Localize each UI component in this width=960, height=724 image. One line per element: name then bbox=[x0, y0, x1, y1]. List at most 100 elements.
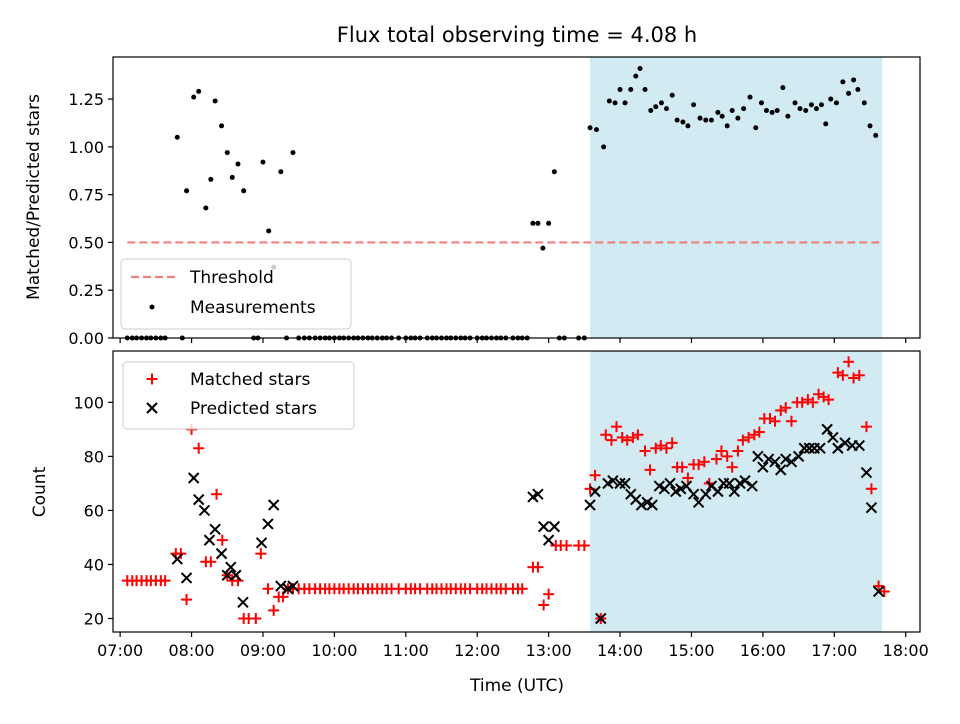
x-tick-label: 13:00 bbox=[526, 641, 572, 660]
matched-star-point bbox=[721, 450, 733, 462]
predicted-star-point bbox=[872, 585, 885, 598]
predicted-star-point-b bbox=[860, 466, 873, 479]
predicted-star-point-b bbox=[192, 493, 205, 506]
y-tick-label: 0.00 bbox=[68, 329, 104, 348]
matched-star-point bbox=[205, 556, 217, 568]
matched-star-point bbox=[853, 369, 865, 381]
predicted-star-point-b bbox=[589, 485, 601, 498]
predicted-star-point-b bbox=[262, 518, 274, 530]
measurement-point bbox=[530, 220, 536, 226]
matched-star-point bbox=[632, 429, 644, 441]
predicted-star-point bbox=[619, 477, 631, 490]
measurement-point bbox=[196, 88, 202, 94]
predicted-star-point-b bbox=[853, 439, 866, 452]
measurement-point bbox=[873, 132, 879, 138]
matched-star-point bbox=[655, 440, 667, 452]
measurement-point bbox=[208, 176, 214, 182]
matched-star-point bbox=[698, 456, 710, 468]
measurement-point bbox=[813, 106, 819, 112]
predicted-star-point-b bbox=[746, 480, 758, 492]
measurement-point bbox=[224, 150, 230, 156]
ratio-legend-box bbox=[120, 258, 352, 330]
predicted-star-point-b bbox=[237, 596, 249, 608]
matched-star-point bbox=[578, 540, 590, 552]
predicted-star-point-b bbox=[785, 456, 798, 468]
predicted-star-point-b bbox=[687, 488, 700, 500]
matched-star-point bbox=[848, 372, 860, 384]
measurement-point bbox=[184, 188, 190, 194]
measurement-point bbox=[685, 123, 691, 129]
y-tick-label: 60 bbox=[84, 501, 104, 520]
measurement-point bbox=[601, 144, 607, 150]
y-tick-label: 20 bbox=[84, 609, 104, 628]
predicted-star-point bbox=[203, 534, 216, 546]
measurement-point bbox=[851, 77, 857, 83]
matched-star-point bbox=[860, 421, 872, 433]
measurement-point bbox=[803, 108, 809, 114]
predicted-star-point bbox=[192, 493, 205, 506]
x-tick-label: 07:00 bbox=[97, 641, 143, 660]
matched-star-point bbox=[837, 369, 849, 381]
predicted-star-point bbox=[785, 456, 798, 468]
measurement-point bbox=[703, 117, 709, 123]
predicted-star-point bbox=[635, 499, 648, 511]
measurement-point bbox=[266, 228, 272, 234]
count-legend-box bbox=[122, 361, 355, 430]
measurement-point bbox=[861, 100, 867, 106]
observing-window-shade bbox=[590, 351, 883, 632]
matched-star-point bbox=[216, 534, 228, 546]
predicted-star-point bbox=[532, 488, 544, 500]
measurement-point bbox=[674, 117, 680, 123]
x-axis-label: Time (UTC) bbox=[469, 676, 564, 696]
y-tick-label: 1.25 bbox=[68, 90, 104, 109]
predicted-star-point bbox=[287, 580, 299, 592]
predicted-star-point bbox=[839, 437, 851, 449]
measurement-point bbox=[617, 86, 623, 92]
predicted-star-point bbox=[262, 518, 274, 530]
predicted-star-point bbox=[814, 442, 826, 454]
predicted-star-point-b bbox=[792, 450, 805, 463]
predicted-star-point bbox=[255, 537, 268, 549]
legend-measurements-swatch bbox=[149, 304, 155, 310]
measurement-point bbox=[612, 100, 618, 106]
matched-star-point bbox=[743, 431, 755, 443]
matched-star-point bbox=[181, 594, 193, 606]
measurement-point bbox=[758, 100, 764, 106]
measurement-point bbox=[278, 169, 284, 175]
predicted-star-point bbox=[700, 488, 712, 500]
ratio-legend: Threshold Measurements bbox=[120, 258, 352, 330]
measurement-point bbox=[867, 123, 873, 129]
predicted-star-point-b bbox=[215, 547, 228, 560]
predicted-star-point-b bbox=[203, 534, 216, 546]
predicted-star-point bbox=[757, 461, 769, 473]
matched-star-point bbox=[159, 575, 171, 587]
measurement-point bbox=[792, 100, 798, 106]
predicted-star-point-b bbox=[814, 442, 826, 454]
measurement-point bbox=[628, 86, 634, 92]
y-tick-label: 40 bbox=[84, 555, 104, 574]
measurement-point bbox=[622, 100, 628, 106]
matched-star-point bbox=[682, 472, 694, 484]
predicted-star-point-b bbox=[827, 431, 839, 444]
predicted-star-point bbox=[230, 569, 242, 581]
measurement-point bbox=[658, 100, 664, 106]
matched-star-point bbox=[873, 580, 885, 592]
predicted-star-point bbox=[209, 523, 221, 536]
matched-star-point bbox=[516, 583, 528, 595]
matched-star-point bbox=[843, 356, 855, 368]
y-tick-label: 80 bbox=[84, 447, 104, 466]
predicted-star-point-b bbox=[798, 442, 811, 454]
predicted-star-point-b bbox=[762, 453, 775, 465]
predicted-star-point-b bbox=[653, 480, 666, 492]
predicted-star-point bbox=[675, 483, 687, 495]
measurement-point bbox=[780, 85, 786, 91]
predicted-star-point bbox=[198, 504, 211, 517]
predicted-star-point-b bbox=[267, 499, 280, 511]
matched-star-point bbox=[175, 548, 187, 560]
measurement-point bbox=[191, 94, 197, 100]
predicted-star-point bbox=[646, 499, 658, 511]
measurement-point bbox=[680, 119, 686, 125]
predicted-star-point bbox=[542, 534, 555, 546]
legend-matched-swatch bbox=[146, 373, 158, 385]
x-tick-label: 18:00 bbox=[883, 641, 929, 660]
